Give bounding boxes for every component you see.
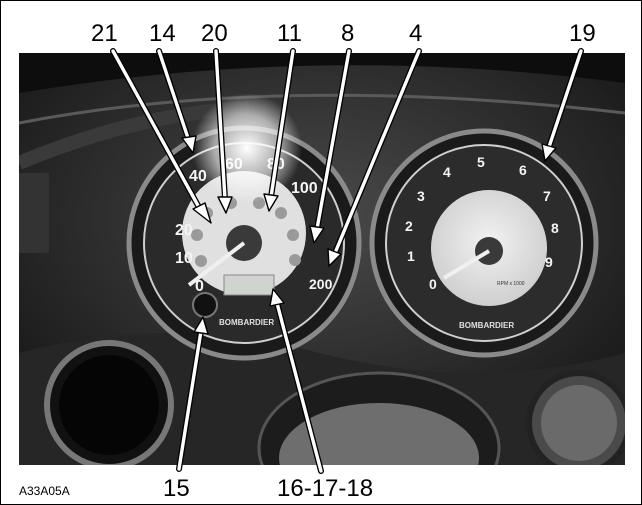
- tach-tick-3: 3: [417, 188, 425, 204]
- callout-arrow-16-17-18: [269, 288, 324, 474]
- callout-label-8: 8: [341, 20, 354, 47]
- callout-arrow-15: [176, 316, 209, 472]
- callout-arrow-4: [327, 48, 422, 267]
- tachometer: 0 1 2 3 4 5 6 7 8 9 RPM x 1000 BOMBARDIE…: [369, 128, 599, 358]
- callout-label-20: 20: [201, 20, 228, 47]
- callout-arrow-19: [541, 48, 584, 162]
- tach-tick-0: 0: [429, 276, 437, 292]
- speedo-tick-0: 0: [195, 278, 204, 295]
- callout-label-11: 11: [277, 20, 302, 47]
- callout-label-4: 4: [409, 20, 422, 47]
- tach-tick-9: 9: [545, 254, 553, 270]
- speedo-tick-10: 10: [175, 250, 193, 267]
- tach-unit: RPM x 1000: [497, 281, 525, 287]
- tach-tick-2: 2: [405, 218, 413, 234]
- callout-label-15: 15: [163, 475, 190, 502]
- tach-tick-8: 8: [551, 220, 559, 236]
- speedo-tick-200: 200: [309, 276, 333, 292]
- tach-brand: BOMBARDIER: [459, 321, 514, 330]
- speedo-brand: BOMBARDIER: [219, 318, 274, 327]
- callout-arrow-14: [156, 48, 197, 154]
- callout-arrow-21: [110, 48, 212, 224]
- callout-label-21: 21: [91, 20, 118, 47]
- figure-code: A33A05A: [19, 484, 70, 498]
- callout-arrow-20: [213, 48, 233, 214]
- callout-arrow-8: [309, 48, 352, 244]
- tach-tick-7: 7: [543, 188, 551, 204]
- tach-tick-5: 5: [477, 154, 485, 170]
- tach-tick-6: 6: [519, 162, 527, 178]
- tach-tick-4: 4: [443, 164, 451, 180]
- callout-label-14: 14: [149, 20, 176, 47]
- callout-label-16-17-18: 16-17-18: [277, 475, 373, 502]
- tach-tick-1: 1: [407, 248, 415, 264]
- callout-label-19: 19: [569, 20, 596, 47]
- speedo-tick-100: 100: [291, 180, 318, 197]
- callout-arrow-11: [263, 48, 296, 212]
- speedo-tick-20: 20: [175, 222, 193, 239]
